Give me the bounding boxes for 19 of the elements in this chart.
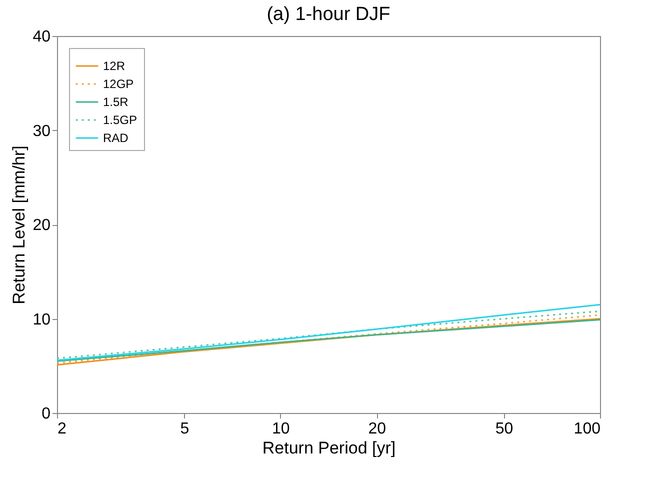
legend-label: 12GP <box>103 77 134 91</box>
x-tick-label: 10 <box>272 420 290 438</box>
y-tick-label: 30 <box>32 122 51 140</box>
legend-label: 12R <box>103 59 126 73</box>
x-tick-label: 5 <box>180 420 190 438</box>
y-tick-label: 10 <box>32 311 51 328</box>
legend-label: 1.5GP <box>103 113 138 127</box>
x-tick-label: 2 <box>58 420 66 438</box>
y-tick-label: 20 <box>32 217 51 234</box>
legend-label: 1.5R <box>103 95 129 109</box>
chart-title: (a) 1-hour DJF <box>266 4 390 25</box>
x-tick-label: 20 <box>368 420 386 438</box>
x-tick-label: 50 <box>495 420 514 438</box>
x-axis-title: Return Period [yr] <box>262 438 396 458</box>
legend-label: RAD <box>103 131 129 145</box>
y-tick-label: 0 <box>42 406 51 422</box>
x-tick-label: 100 <box>574 420 601 438</box>
y-axis-title: Return Level [mm/hr] <box>10 146 29 304</box>
y-tick-label: 40 <box>32 28 51 46</box>
